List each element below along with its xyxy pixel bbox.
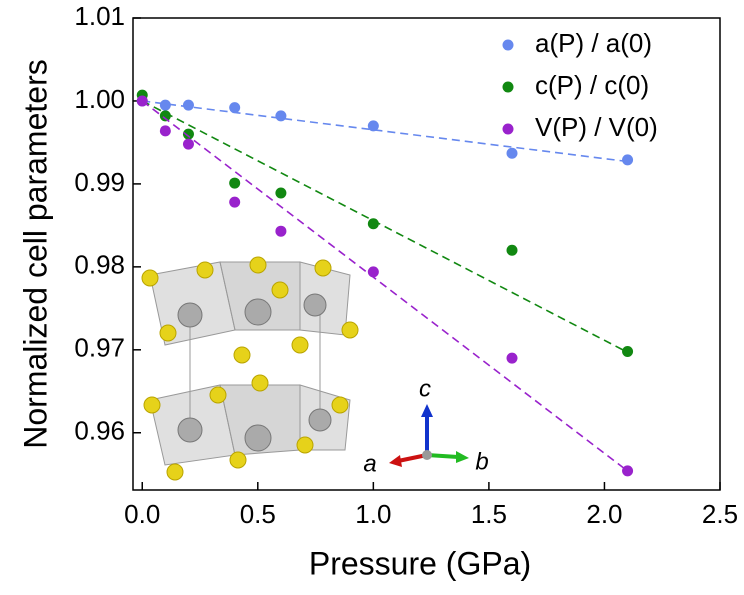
data-point: [183, 139, 194, 150]
data-point: [275, 110, 286, 121]
x-tick-label: 0.0: [124, 499, 160, 529]
data-point: [160, 110, 171, 121]
y-tick-label: 1.00: [74, 84, 125, 114]
annotation: c: [419, 375, 431, 402]
data-point: [229, 197, 240, 208]
data-point: [160, 125, 171, 136]
x-tick-label: 0.5: [240, 499, 276, 529]
data-point: [183, 100, 194, 111]
data-point: [622, 465, 633, 476]
data-point: [275, 226, 286, 237]
data-point: [507, 353, 518, 364]
y-tick-label: 1.01: [74, 1, 125, 31]
data-point: [160, 100, 171, 111]
data-point: [368, 218, 379, 229]
legend-label: a(P) / a(0): [535, 28, 652, 58]
legend-marker: [503, 82, 514, 93]
legend-label: V(P) / V(0): [535, 112, 658, 142]
legend-marker: [503, 40, 514, 51]
legend-marker: [503, 124, 514, 135]
crystal-structure: [142, 257, 358, 480]
data-point: [507, 245, 518, 256]
axis-triad: c a b: [363, 375, 488, 477]
y-tick-label: 0.98: [74, 250, 125, 280]
x-tick-label: 1.5: [471, 499, 507, 529]
x-axis-label: Pressure (GPa): [309, 545, 531, 581]
y-tick-label: 0.97: [74, 333, 125, 363]
annotation: b: [475, 448, 488, 475]
y-tick-label: 0.96: [74, 416, 125, 446]
y-tick-label: 0.99: [74, 167, 125, 197]
annotation: a: [363, 450, 376, 477]
legend-label: c(P) / c(0): [535, 70, 649, 100]
data-point: [137, 95, 148, 106]
x-tick-label: 1.0: [355, 499, 391, 529]
x-tick-label: 2.5: [702, 499, 738, 529]
data-point: [622, 346, 633, 357]
x-tick-label: 2.0: [586, 499, 622, 529]
data-point: [368, 266, 379, 277]
data-point: [275, 188, 286, 199]
chart: c a b Pressure (GPa) Normalized cell par…: [0, 0, 744, 590]
data-point: [229, 102, 240, 113]
data-point: [368, 120, 379, 131]
y-axis-label: Normalized cell parameters: [17, 59, 53, 448]
data-point: [507, 148, 518, 159]
data-point: [229, 178, 240, 189]
data-point: [622, 154, 633, 165]
